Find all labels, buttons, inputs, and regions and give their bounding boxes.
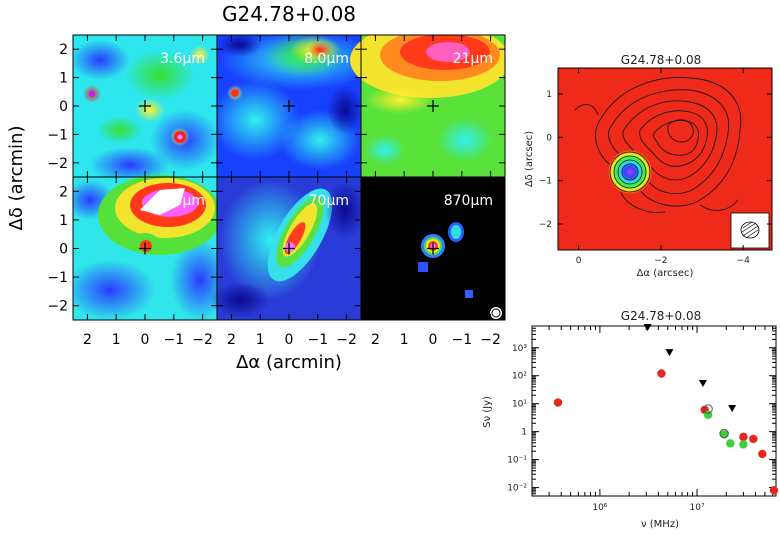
panel-21um (350, 35, 505, 177)
x-tick-label: 10⁶ (592, 503, 607, 513)
y-tick-label: 1 (59, 213, 68, 229)
x-tick-label: 2 (227, 332, 236, 348)
x-tick-label: −1 (163, 332, 184, 348)
data-point (749, 434, 758, 444)
data-point (739, 440, 748, 449)
x-tick-label: −1 (451, 332, 472, 348)
x-tick-label: 0 (285, 332, 294, 348)
x-tick-label: −2 (336, 332, 357, 348)
position-cross-marker (283, 242, 295, 255)
data-point-open (719, 428, 729, 439)
contour-frame (557, 67, 773, 251)
x-tick-label: 2 (83, 332, 92, 348)
y-tick-label: 10⁻¹ (507, 456, 527, 466)
data-point (719, 430, 729, 439)
data-point (758, 449, 767, 459)
y-tick-label: 1 (546, 90, 552, 100)
x-tick-label: 0 (141, 332, 150, 348)
y-tick-label: 10³ (512, 344, 527, 354)
mosaic-ylabel: Δδ (arcmin) (6, 126, 27, 231)
data-point (553, 398, 563, 407)
position-cross-marker (283, 100, 295, 112)
contour-title: G24.78+0.08 (621, 53, 701, 67)
panel-wavelength-label: 3.6μm (160, 51, 205, 67)
sed-xlabel: ν (MHz) (641, 519, 679, 530)
sed-ylabel: Sν (Jy) (482, 396, 493, 428)
x-tick-label: 1 (112, 332, 121, 348)
mosaic-xlabel: Δα (arcmin) (236, 352, 342, 373)
y-tick-label: −1 (47, 270, 68, 286)
upper-limit-marker (728, 405, 737, 413)
x-tick-label: −2 (480, 332, 501, 348)
data-point (657, 369, 666, 378)
y-tick-label: 10¹ (512, 400, 527, 410)
upper-limit-marker (643, 324, 652, 332)
x-tick-label: −2 (654, 256, 667, 266)
y-tick-label: −1 (47, 127, 68, 143)
x-tick-label: 1 (400, 332, 409, 348)
contour-ylabel: Δδ (arcsec) (524, 131, 535, 187)
x-tick-label: 2 (371, 332, 380, 348)
data-point (739, 432, 748, 442)
position-cross-marker (427, 242, 439, 255)
panel-24um (73, 175, 230, 320)
x-tick-label: −1 (307, 332, 328, 348)
contour-map-image (558, 68, 772, 250)
position-cross-marker (427, 100, 439, 112)
y-tick-label: 10² (512, 372, 527, 382)
x-tick-label: 1 (256, 332, 265, 348)
y-tick-label: −2 (47, 156, 68, 172)
mosaic-panels (73, 35, 505, 320)
upper-limit-marker (665, 349, 674, 357)
panel-wavelength-label: 21μm (453, 51, 493, 67)
panel-wavelength-label: 8.0μm (304, 51, 349, 67)
panel-3-6um (73, 35, 220, 183)
y-tick-label: 10⁻² (507, 484, 527, 494)
mosaic-title: G24.78+0.08 (222, 2, 356, 26)
contour-lines (574, 77, 742, 213)
sed-frame (531, 325, 777, 497)
panel-wavelength-label: 24μm (165, 193, 205, 209)
position-cross-marker (139, 100, 151, 112)
y-tick-label: 0 (546, 133, 552, 143)
sed-overlay: 10⁶ 10⁷ 10³ 10² 10¹ 1 10⁻¹ 10⁻² (507, 324, 779, 513)
sed-title: G24.78+0.08 (621, 309, 701, 323)
y-tick-label: 2 (59, 184, 68, 200)
y-tick-label: −1 (539, 177, 552, 187)
x-tick-label: 10⁷ (690, 503, 705, 513)
y-tick-label: −2 (47, 299, 68, 315)
y-tick-label: −2 (539, 220, 552, 230)
position-cross-marker (139, 242, 151, 255)
y-tick-label: 1 (521, 428, 527, 438)
x-tick-label: 0 (429, 332, 438, 348)
data-point (726, 439, 735, 448)
panel-wavelength-label: 870μm (444, 193, 493, 209)
data-point-open (703, 404, 713, 414)
y-tick-label: 0 (59, 99, 68, 115)
panel-wavelength-label: 70μm (309, 193, 349, 209)
data-point (769, 486, 779, 495)
x-tick-label: 0 (576, 256, 582, 266)
upper-limit-marker (698, 379, 707, 387)
y-tick-label: 1 (59, 71, 68, 87)
y-tick-label: 0 (59, 242, 68, 258)
y-tick-label: 2 (59, 42, 68, 58)
contour-overlay: 0 −2 −4 1 0 −1 −2 (539, 67, 773, 266)
panel-70um (210, 177, 365, 320)
x-tick-label: −2 (192, 332, 213, 348)
contour-xlabel: Δα (arcsec) (637, 268, 694, 279)
x-tick-label: −4 (737, 256, 751, 266)
